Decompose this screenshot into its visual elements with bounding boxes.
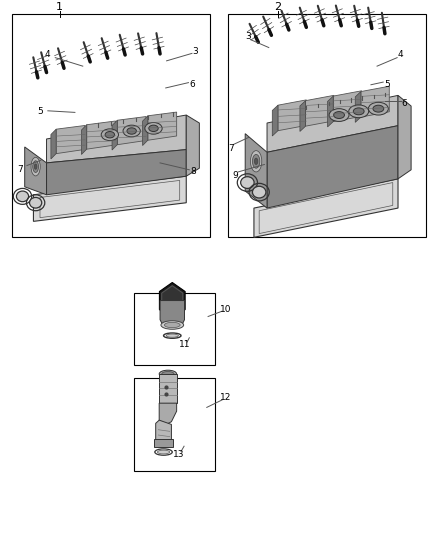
Polygon shape bbox=[272, 105, 278, 136]
Ellipse shape bbox=[254, 158, 258, 165]
Polygon shape bbox=[160, 301, 184, 325]
Polygon shape bbox=[300, 101, 306, 132]
Ellipse shape bbox=[29, 197, 42, 208]
Ellipse shape bbox=[157, 450, 170, 454]
Polygon shape bbox=[159, 374, 177, 403]
Text: 6: 6 bbox=[189, 80, 195, 88]
Polygon shape bbox=[148, 112, 177, 140]
Ellipse shape bbox=[368, 102, 389, 115]
Bar bbox=[12, 14, 210, 237]
Bar bbox=[134, 293, 215, 365]
Text: 5: 5 bbox=[384, 80, 389, 88]
Ellipse shape bbox=[162, 372, 174, 376]
Ellipse shape bbox=[31, 157, 40, 176]
Polygon shape bbox=[328, 96, 333, 127]
Text: 5: 5 bbox=[37, 107, 43, 116]
Ellipse shape bbox=[349, 105, 369, 118]
Text: 7: 7 bbox=[17, 165, 23, 174]
Polygon shape bbox=[254, 179, 398, 237]
Text: 8: 8 bbox=[190, 167, 196, 176]
Polygon shape bbox=[51, 129, 56, 159]
Text: 12: 12 bbox=[220, 393, 231, 402]
Polygon shape bbox=[46, 150, 186, 195]
Polygon shape bbox=[306, 95, 334, 126]
Polygon shape bbox=[33, 176, 186, 221]
Text: 7: 7 bbox=[228, 143, 233, 152]
Ellipse shape bbox=[33, 161, 39, 173]
Polygon shape bbox=[143, 116, 148, 146]
Ellipse shape bbox=[373, 105, 384, 112]
Ellipse shape bbox=[164, 322, 180, 328]
Polygon shape bbox=[112, 120, 117, 150]
Polygon shape bbox=[87, 121, 116, 149]
Ellipse shape bbox=[166, 334, 178, 337]
Text: 9: 9 bbox=[232, 171, 238, 180]
Polygon shape bbox=[46, 115, 186, 163]
Ellipse shape bbox=[123, 125, 140, 137]
Ellipse shape bbox=[252, 186, 266, 198]
Polygon shape bbox=[278, 100, 306, 131]
Text: 4: 4 bbox=[398, 51, 403, 60]
Ellipse shape bbox=[240, 177, 254, 188]
Ellipse shape bbox=[101, 129, 119, 141]
Polygon shape bbox=[267, 95, 398, 152]
Polygon shape bbox=[56, 125, 85, 154]
Ellipse shape bbox=[252, 155, 260, 168]
Ellipse shape bbox=[145, 123, 162, 134]
Text: 2: 2 bbox=[274, 2, 282, 12]
Text: 4: 4 bbox=[45, 51, 51, 60]
Ellipse shape bbox=[251, 151, 262, 172]
Ellipse shape bbox=[159, 370, 177, 377]
Polygon shape bbox=[154, 439, 173, 447]
Text: 13: 13 bbox=[173, 450, 184, 459]
Ellipse shape bbox=[334, 111, 344, 118]
Polygon shape bbox=[355, 92, 361, 123]
Polygon shape bbox=[155, 420, 171, 445]
Ellipse shape bbox=[16, 191, 28, 201]
Bar bbox=[134, 378, 215, 471]
Ellipse shape bbox=[149, 125, 158, 132]
Bar bbox=[228, 14, 426, 237]
Polygon shape bbox=[267, 126, 398, 208]
Ellipse shape bbox=[353, 108, 364, 115]
Text: 3: 3 bbox=[192, 47, 198, 56]
Polygon shape bbox=[361, 86, 389, 117]
Polygon shape bbox=[117, 117, 146, 144]
Polygon shape bbox=[398, 95, 411, 179]
Ellipse shape bbox=[329, 109, 349, 122]
Text: 1: 1 bbox=[56, 2, 63, 12]
Ellipse shape bbox=[127, 128, 136, 134]
Polygon shape bbox=[333, 91, 362, 122]
Polygon shape bbox=[186, 115, 199, 176]
Polygon shape bbox=[159, 403, 177, 424]
Ellipse shape bbox=[105, 132, 115, 138]
Ellipse shape bbox=[34, 164, 37, 169]
Text: 6: 6 bbox=[401, 99, 407, 108]
Ellipse shape bbox=[161, 321, 184, 329]
Polygon shape bbox=[245, 134, 267, 208]
Text: 3: 3 bbox=[245, 32, 251, 41]
Text: 10: 10 bbox=[220, 304, 231, 313]
Text: 11: 11 bbox=[179, 340, 191, 349]
Polygon shape bbox=[25, 147, 46, 195]
Polygon shape bbox=[81, 125, 87, 155]
